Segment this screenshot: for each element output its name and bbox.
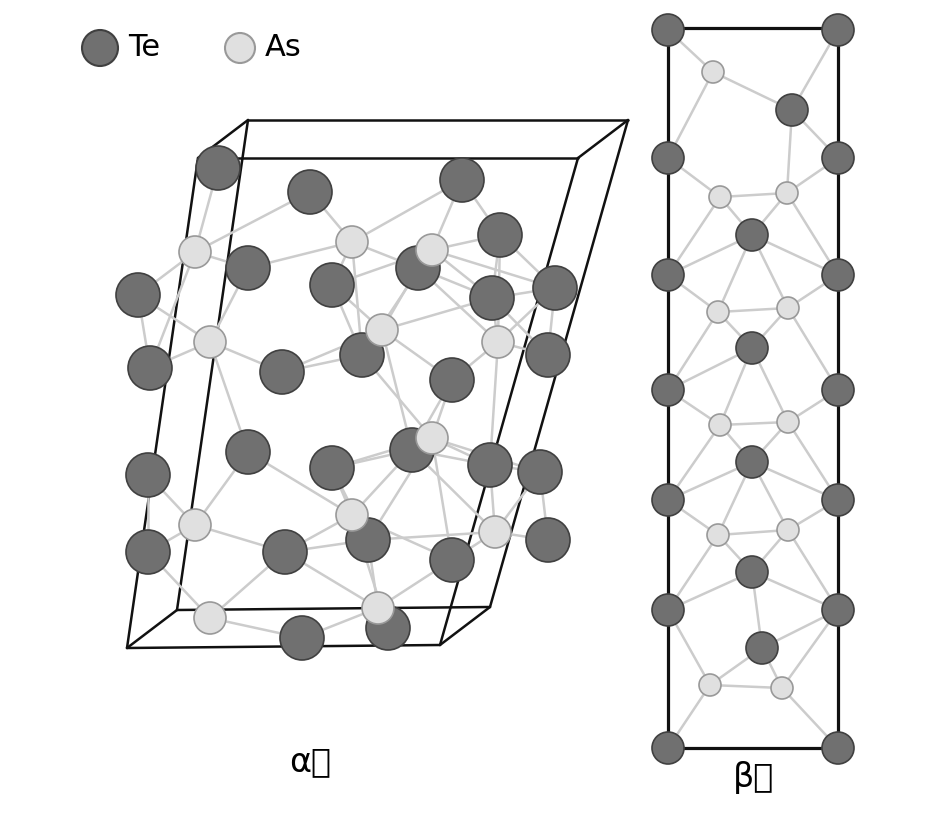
Circle shape <box>126 453 170 497</box>
Circle shape <box>336 226 368 258</box>
Circle shape <box>707 524 729 546</box>
Circle shape <box>346 518 390 562</box>
Circle shape <box>310 263 354 307</box>
Circle shape <box>652 259 684 291</box>
Circle shape <box>777 411 799 433</box>
Circle shape <box>430 538 474 582</box>
Circle shape <box>736 332 768 364</box>
Circle shape <box>702 61 724 83</box>
Text: Te: Te <box>128 33 160 63</box>
Circle shape <box>526 518 570 562</box>
Circle shape <box>822 732 854 764</box>
Circle shape <box>280 616 324 660</box>
Circle shape <box>396 246 440 290</box>
Circle shape <box>310 446 354 490</box>
Text: α相: α相 <box>289 746 331 778</box>
Circle shape <box>336 499 368 531</box>
Circle shape <box>652 142 684 174</box>
Circle shape <box>362 592 394 624</box>
Circle shape <box>736 556 768 588</box>
Circle shape <box>263 530 307 574</box>
Circle shape <box>226 430 270 474</box>
Circle shape <box>340 333 384 377</box>
Circle shape <box>776 182 798 204</box>
Text: As: As <box>265 33 302 63</box>
Circle shape <box>366 314 398 346</box>
Circle shape <box>533 266 577 310</box>
Circle shape <box>478 213 522 257</box>
Circle shape <box>416 422 448 454</box>
Text: β相: β相 <box>732 761 773 795</box>
Circle shape <box>288 170 332 214</box>
Circle shape <box>179 509 211 541</box>
Circle shape <box>776 94 808 126</box>
Circle shape <box>482 326 514 358</box>
Circle shape <box>194 326 226 358</box>
Circle shape <box>822 374 854 406</box>
Circle shape <box>822 142 854 174</box>
Circle shape <box>652 594 684 626</box>
Circle shape <box>652 374 684 406</box>
Circle shape <box>82 30 118 66</box>
Circle shape <box>468 443 512 487</box>
Circle shape <box>771 677 793 699</box>
Circle shape <box>260 350 304 394</box>
Circle shape <box>652 484 684 516</box>
Circle shape <box>822 14 854 46</box>
Circle shape <box>699 674 721 696</box>
Circle shape <box>736 446 768 478</box>
Circle shape <box>707 301 729 323</box>
Circle shape <box>479 516 511 548</box>
Circle shape <box>225 33 255 63</box>
Circle shape <box>746 632 778 664</box>
Circle shape <box>822 594 854 626</box>
Circle shape <box>416 234 448 266</box>
Circle shape <box>518 450 562 494</box>
Circle shape <box>709 414 731 436</box>
Circle shape <box>777 297 799 319</box>
Circle shape <box>226 246 270 290</box>
Circle shape <box>126 530 170 574</box>
Circle shape <box>652 14 684 46</box>
Circle shape <box>390 428 434 472</box>
Circle shape <box>430 358 474 402</box>
Circle shape <box>470 276 514 320</box>
Circle shape <box>128 346 172 390</box>
Circle shape <box>194 602 226 634</box>
Circle shape <box>822 259 854 291</box>
Circle shape <box>709 186 731 208</box>
Circle shape <box>179 236 211 268</box>
Circle shape <box>652 732 684 764</box>
Circle shape <box>116 273 160 317</box>
Circle shape <box>526 333 570 377</box>
Circle shape <box>736 219 768 251</box>
Circle shape <box>366 606 410 650</box>
Circle shape <box>440 158 484 202</box>
Circle shape <box>822 484 854 516</box>
Circle shape <box>196 146 240 190</box>
Circle shape <box>777 519 799 541</box>
